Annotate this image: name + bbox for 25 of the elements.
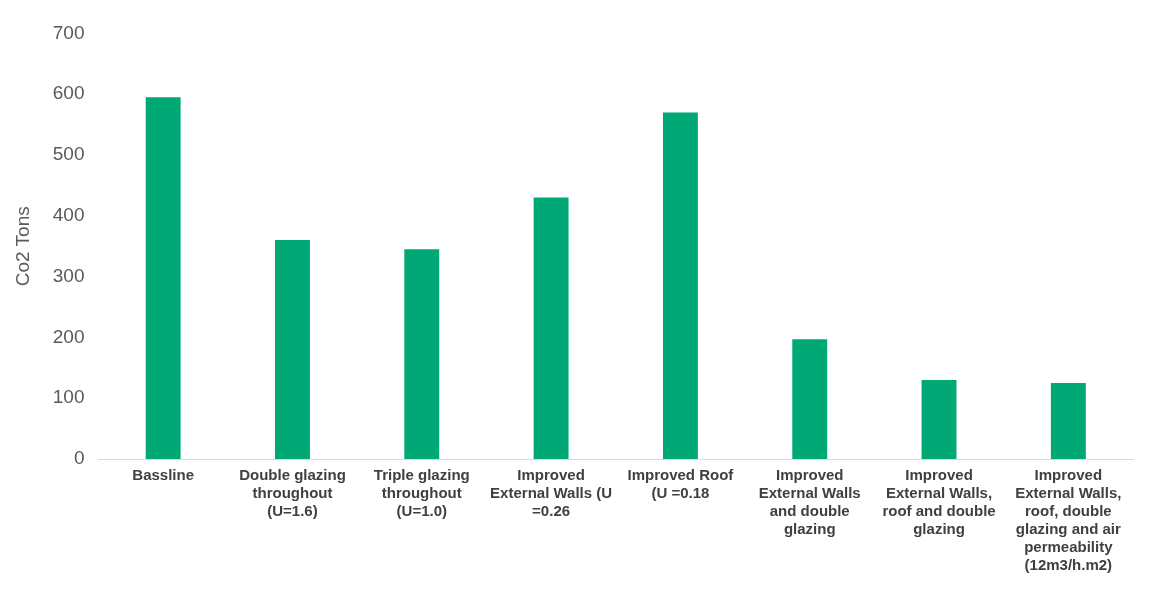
bar: [662, 112, 698, 459]
bar: [533, 197, 569, 459]
bar: [145, 97, 181, 459]
y-axis-title: Co2 Tons: [11, 206, 33, 287]
x-tick-label: Improved External Walls, roof, double glazing and air permeability (12m3/h.m2): [1015, 466, 1122, 574]
y-tick-label: 600: [52, 82, 85, 104]
bar: [1050, 383, 1086, 459]
bar: [404, 249, 440, 459]
x-tick-label: Improved Roof (U =0.18: [627, 466, 735, 502]
x-tick-label: Double glazing throughout (U=1.6): [239, 466, 346, 520]
y-tick-label: 400: [52, 204, 85, 226]
y-tick-label: 500: [52, 143, 85, 165]
x-tick-label: Improved External Walls, roof and double glazing: [882, 466, 996, 538]
bar: [275, 240, 310, 459]
bar: [792, 339, 828, 459]
x-tick-label: Improved External Walls and double glazing: [758, 466, 861, 538]
y-tick-label: 0: [73, 447, 85, 469]
bar: [921, 379, 957, 459]
x-tick-label: Triple glazing throughout (U=1.0): [373, 466, 470, 520]
y-tick-label: 700: [52, 21, 85, 43]
x-tick-label: Improved External Walls (U =0.26: [490, 466, 613, 520]
y-tick-label: 300: [52, 264, 85, 286]
y-tick-label: 100: [52, 386, 85, 408]
x-tick-label: Bassline: [132, 466, 195, 484]
y-tick-label: 200: [52, 325, 85, 347]
